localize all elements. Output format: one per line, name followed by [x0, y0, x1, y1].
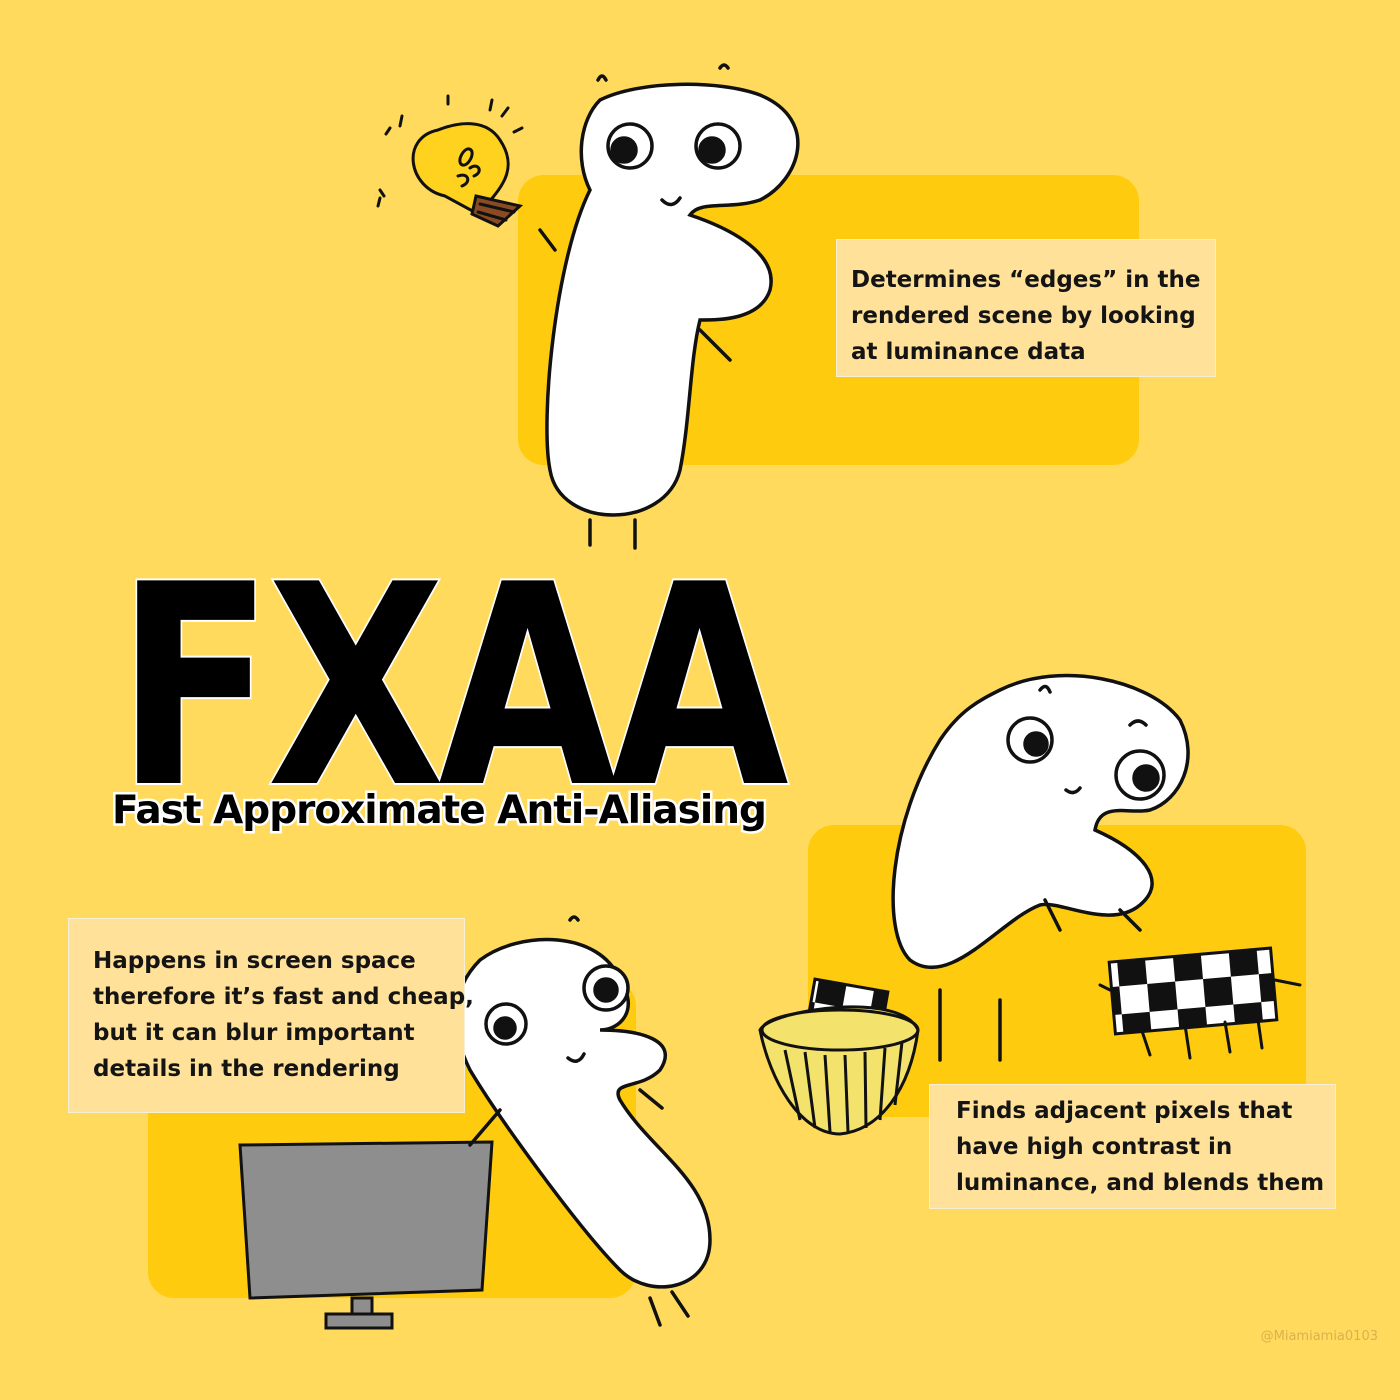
- note-edges-line-2: rendered scene by looking: [851, 303, 1196, 329]
- note-edges: Determines “edges” in the rendered scene…: [836, 239, 1216, 377]
- basket: [758, 977, 920, 1136]
- note-blend-line-3: luminance, and blends them: [956, 1170, 1325, 1196]
- note-screen-space-line-3: but it can blur important: [93, 1020, 415, 1046]
- note-screen-space: Happens in screen space therefore it’s f…: [68, 918, 474, 1113]
- note-screen-space-line-2: therefore it’s fast and cheap,: [93, 984, 474, 1010]
- note-edges-line-3: at luminance data: [851, 339, 1086, 365]
- page-subtitle: Fast Approximate Anti-Aliasing: [110, 786, 770, 836]
- pixel-block: [1098, 946, 1302, 1060]
- page-title: FXAA: [114, 525, 790, 849]
- note-screen-space-line-4: details in the rendering: [93, 1056, 400, 1082]
- note-blend-line-1: Finds adjacent pixels that: [956, 1098, 1293, 1124]
- monitor: [238, 1140, 494, 1330]
- note-screen-space-line-1: Happens in screen space: [93, 948, 416, 974]
- f-character: [891, 673, 1190, 1062]
- lightbulb-icon: [376, 94, 524, 228]
- note-edges-line-1: Determines “edges” in the: [851, 267, 1201, 293]
- note-blend-line-2: have high contrast in: [956, 1134, 1233, 1160]
- f-character: [450, 915, 712, 1327]
- note-blend: Finds adjacent pixels that have high con…: [929, 1084, 1336, 1209]
- f-character: [538, 63, 800, 550]
- author-credit: @Miamiamia0103: [1260, 1329, 1378, 1344]
